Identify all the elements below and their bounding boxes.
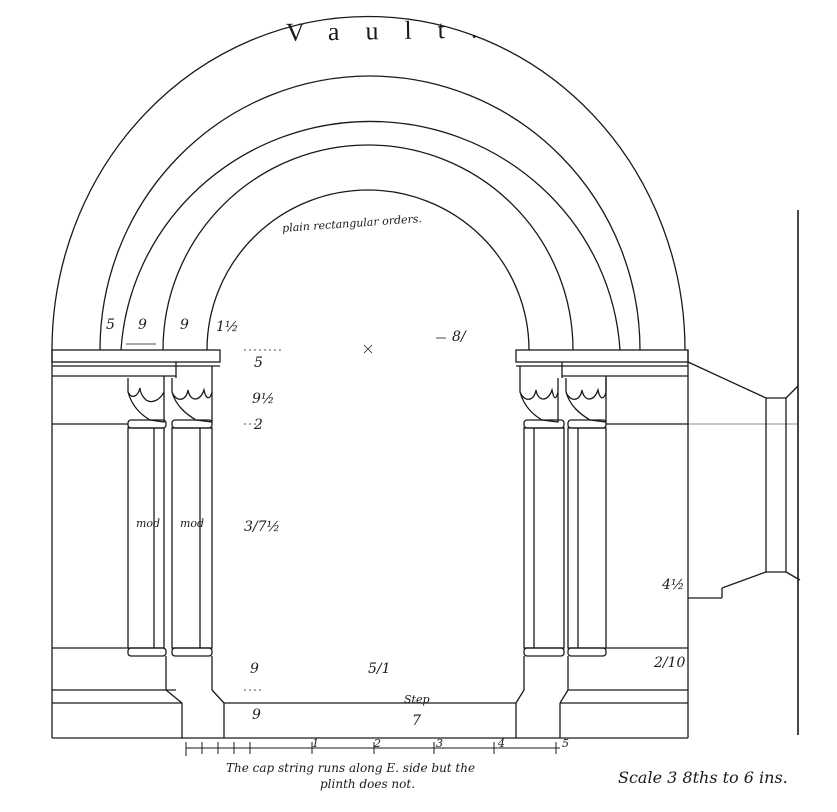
arch-ring-3 xyxy=(120,120,621,351)
dim-pier-right-a: 4½ xyxy=(662,577,685,593)
dim-base-width: 5/1 xyxy=(368,661,391,677)
right-shaft-outer xyxy=(567,427,607,649)
dim-step-width: 7 xyxy=(412,713,421,729)
right-abacus xyxy=(515,349,689,363)
right-shaft-inner xyxy=(523,427,565,649)
scale-text: Scale 3 8ths to 6 ins. xyxy=(618,768,788,787)
arch-ring-2 xyxy=(99,75,641,351)
dim-arch-9a: 9 xyxy=(138,317,147,333)
dim-base: 9 xyxy=(250,661,259,677)
left-capital-outer xyxy=(127,378,165,423)
dim-step-height: 9 xyxy=(252,707,261,723)
dim-pier-right-b: 2/10 xyxy=(654,655,686,671)
dim-arch-5: 5 xyxy=(106,317,115,333)
arch-ring-4 xyxy=(162,144,574,351)
label-step: Step xyxy=(404,693,430,706)
right-capital-outer xyxy=(565,378,607,423)
left-capital-inner xyxy=(171,378,213,423)
label-mod-right: mod xyxy=(180,517,205,530)
scale-bar xyxy=(185,742,560,756)
left-shaft-inner xyxy=(171,427,213,649)
scale-tick-1: 1 xyxy=(312,737,319,750)
dim-span: 8/ xyxy=(452,329,466,345)
drawing-title: Vault. xyxy=(285,14,504,47)
left-shaft-outer xyxy=(127,427,165,649)
arch-ring-inner xyxy=(206,189,530,351)
dim-bell: 9½ xyxy=(252,391,275,407)
dim-arch-1-5: 1½ xyxy=(216,319,239,335)
left-abacus xyxy=(51,349,221,363)
dim-astragal: 2 xyxy=(254,417,263,433)
scale-tick-2: 2 xyxy=(374,737,381,750)
note-line-2: plinth does not. xyxy=(320,777,416,791)
arch-ring-outer xyxy=(51,15,686,351)
dim-shaft: 3/7½ xyxy=(244,519,281,535)
label-mod-left: mod xyxy=(136,517,161,530)
dim-abacus: 5 xyxy=(254,355,263,371)
scale-tick-3: 3 xyxy=(436,737,443,750)
right-capital-inner xyxy=(519,378,559,423)
note-line-1: The cap string runs along E. side but th… xyxy=(226,761,476,775)
dim-arch-9b: 9 xyxy=(180,317,189,333)
scale-tick-5: 5 xyxy=(562,737,569,750)
scale-tick-4: 4 xyxy=(498,737,505,750)
